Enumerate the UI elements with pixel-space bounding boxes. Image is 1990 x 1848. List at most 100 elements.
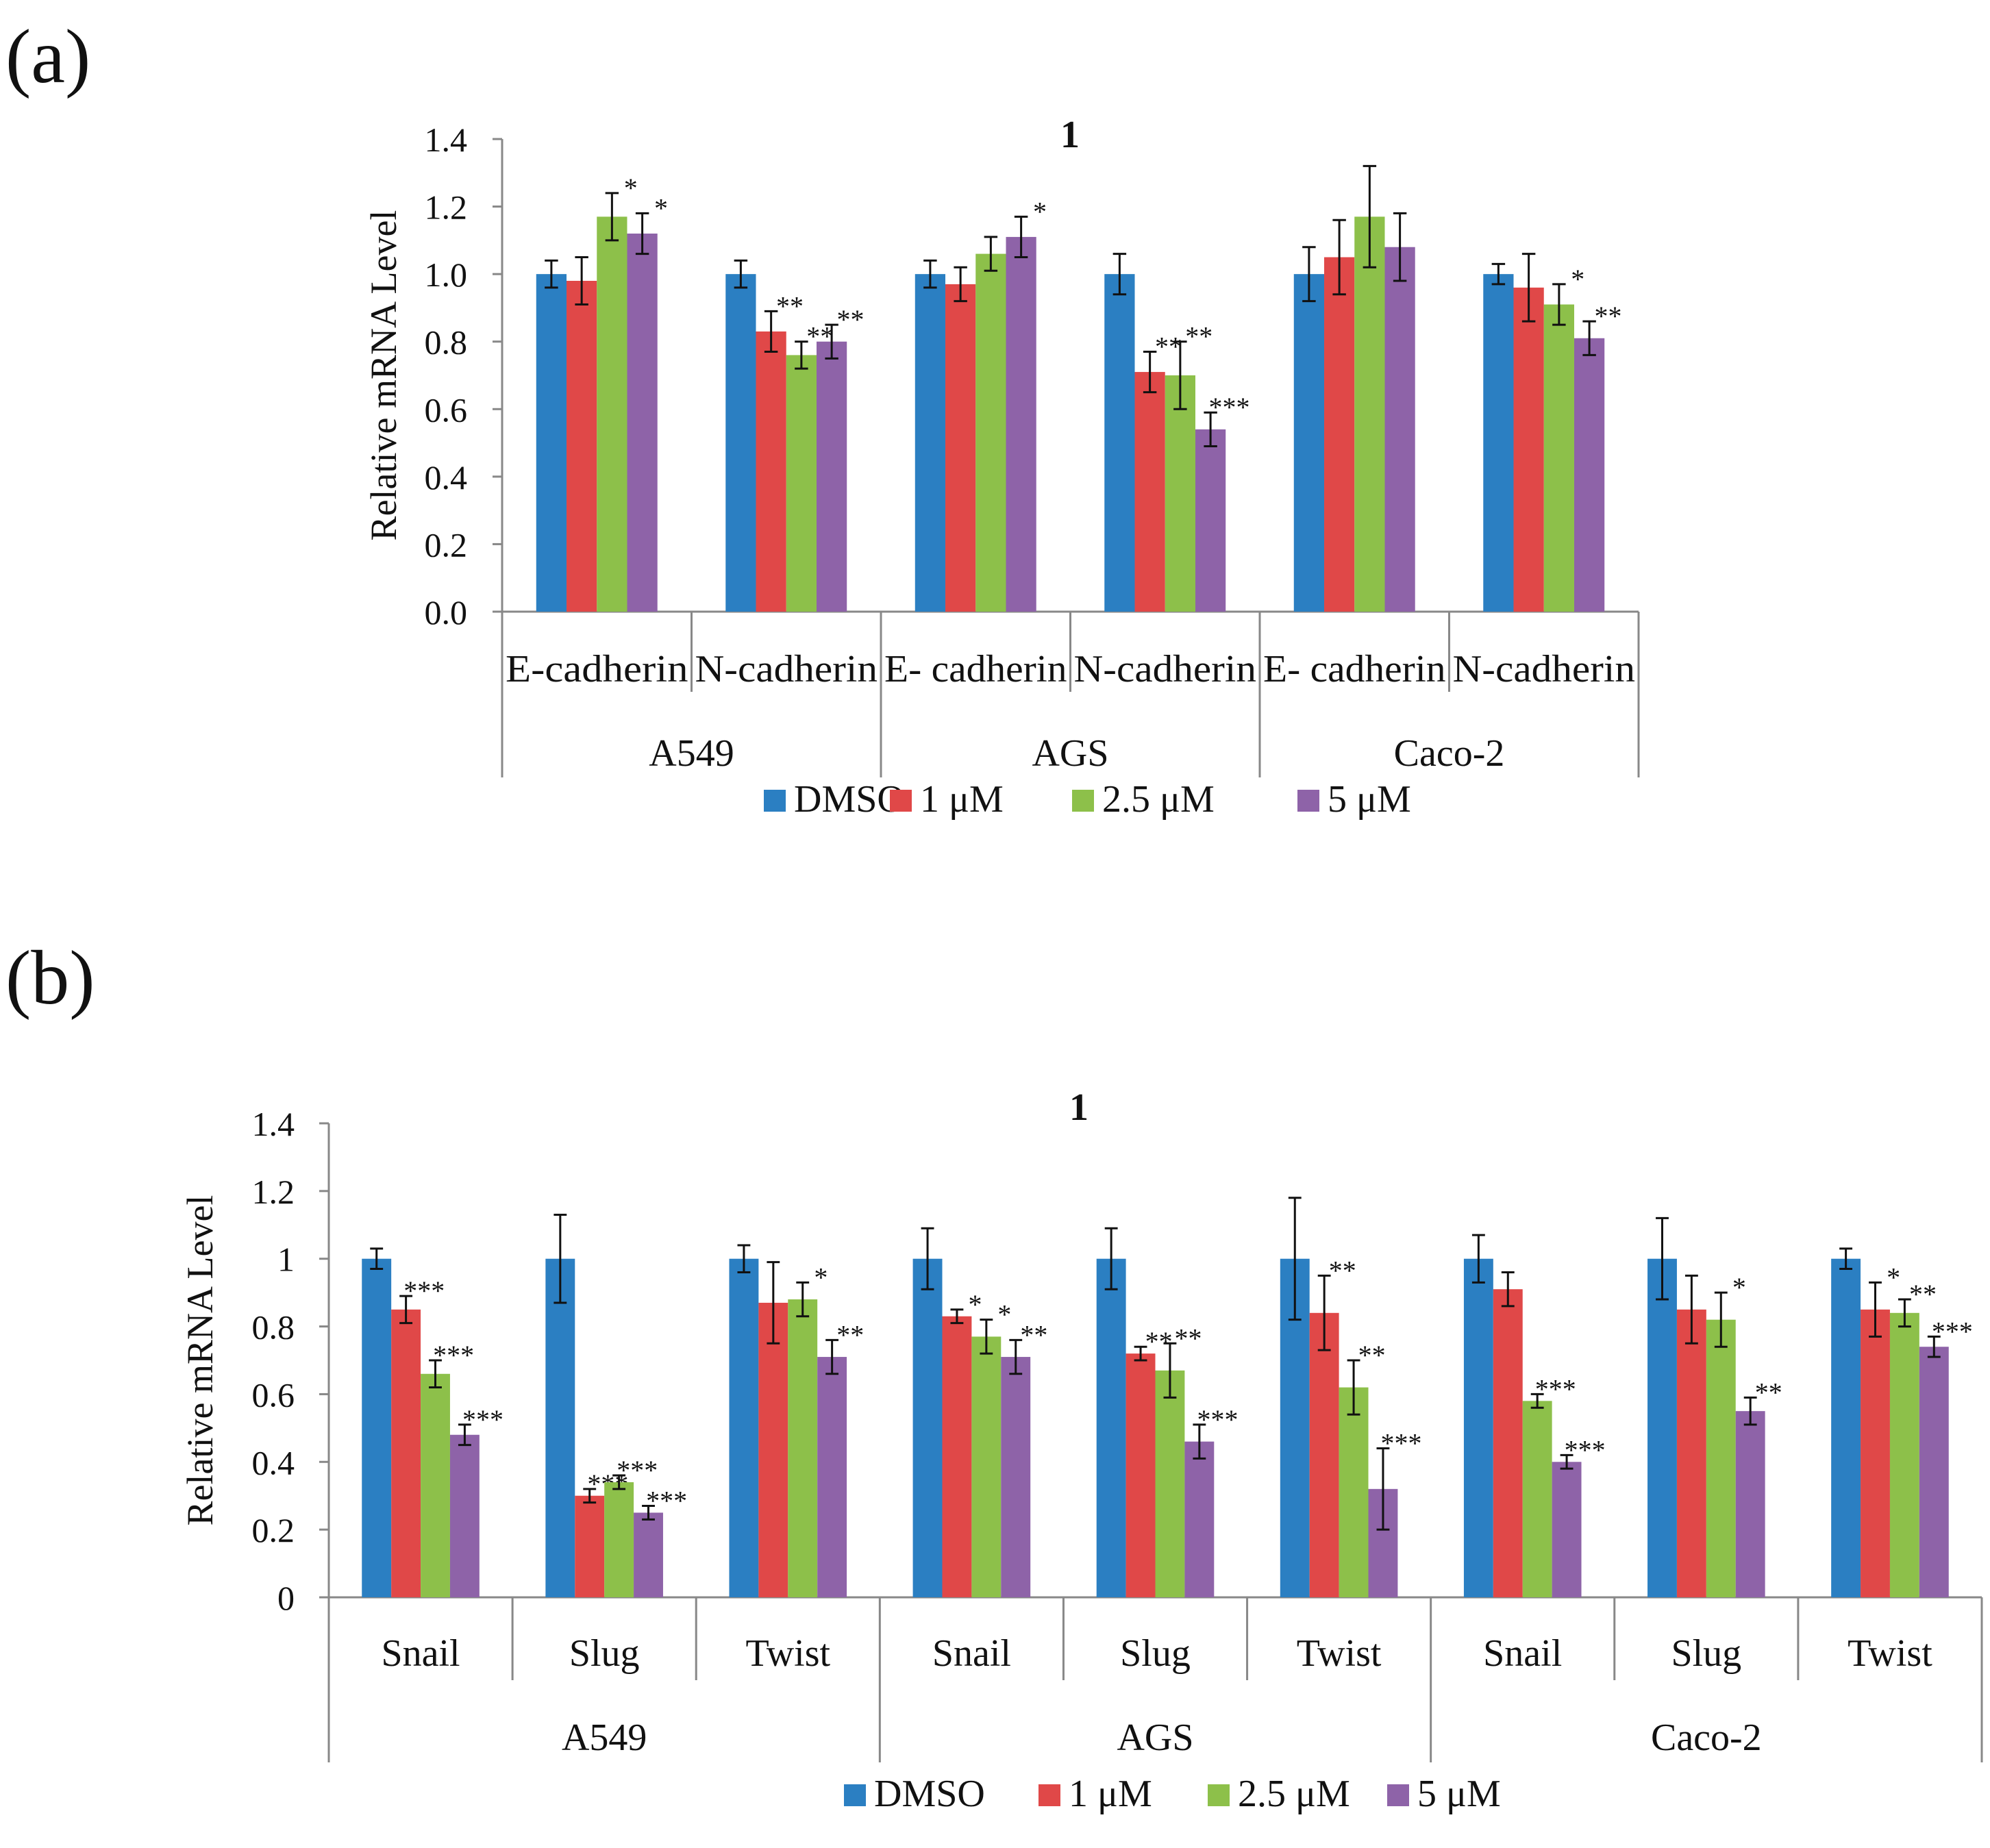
significance-label: ** — [1145, 1326, 1173, 1357]
y-tick-label: 0 — [277, 1579, 295, 1617]
x-tick-label: E- cadherin — [884, 648, 1067, 690]
y-tick-label: 1 — [277, 1240, 295, 1279]
bar — [1676, 1309, 1706, 1597]
x-tick-label: N-cadherin — [1074, 648, 1257, 690]
significance-label: ** — [1185, 321, 1212, 352]
bar — [1552, 1462, 1582, 1597]
y-tick-label: 0.2 — [425, 525, 468, 564]
bar — [1513, 287, 1544, 612]
x-tick-label: Slug — [1671, 1632, 1741, 1675]
legend-swatch — [1072, 790, 1094, 812]
bar — [817, 1357, 847, 1597]
y-tick-label: 1.0 — [425, 255, 468, 294]
bar — [758, 1302, 788, 1597]
y-tick-label: 0.0 — [425, 593, 468, 632]
bar — [1735, 1411, 1765, 1597]
significance-label: ** — [836, 1319, 864, 1350]
x-tick-label: Twist — [1297, 1632, 1382, 1675]
bar — [604, 1482, 634, 1597]
significance-label: *** — [617, 1455, 658, 1486]
bar — [915, 274, 946, 612]
legend-swatch — [844, 1784, 866, 1806]
bar — [575, 1495, 605, 1597]
significance-label: * — [1732, 1272, 1746, 1303]
bar — [1483, 274, 1514, 612]
x-tick-label: Snail — [381, 1632, 460, 1675]
bar — [1543, 304, 1574, 612]
bar — [634, 1512, 663, 1597]
significance-label: *** — [1209, 392, 1250, 423]
significance-label: ** — [1595, 301, 1622, 332]
significance-label: *** — [1565, 1434, 1606, 1465]
y-tick-label: 0.2 — [252, 1511, 295, 1549]
y-tick-label: 0.8 — [425, 323, 468, 362]
bar — [362, 1258, 392, 1597]
bar — [1647, 1258, 1677, 1597]
legend-label: DMSO — [794, 778, 905, 821]
bar — [971, 1336, 1002, 1597]
x-tick-label: Twist — [1848, 1632, 1932, 1675]
bar — [1574, 338, 1605, 612]
legend-swatch — [890, 790, 912, 812]
y-tick-label: 1.2 — [425, 188, 468, 227]
significance-label: ** — [1155, 332, 1182, 362]
group-label: AGS — [1117, 1716, 1193, 1759]
bar — [545, 1258, 575, 1597]
significance-label: * — [624, 173, 638, 203]
bar — [942, 1316, 972, 1597]
significance-label: * — [1887, 1262, 1900, 1293]
significance-label: *** — [1535, 1373, 1576, 1404]
bar — [391, 1309, 421, 1597]
x-tick-label: Twist — [745, 1632, 830, 1675]
y-tick-label: 1.4 — [252, 1105, 295, 1143]
x-tick-label: Snail — [932, 1632, 1011, 1675]
bar — [421, 1373, 450, 1597]
bar — [1354, 216, 1385, 612]
group-label: Caco-2 — [1394, 732, 1505, 775]
bar — [1522, 1401, 1552, 1597]
bar — [1001, 1357, 1031, 1597]
legend-label: 5 μM — [1417, 1773, 1501, 1815]
bar — [786, 355, 817, 612]
panel-label: (b) — [5, 936, 95, 1021]
bar — [912, 1258, 943, 1597]
y-tick-label: 1.4 — [425, 121, 468, 159]
significance-label: *** — [462, 1404, 503, 1435]
legend-swatch — [1297, 790, 1319, 812]
legend-swatch — [764, 790, 786, 812]
bar — [1104, 274, 1135, 612]
legend-swatch — [1387, 1784, 1409, 1806]
significance-label: ** — [1020, 1319, 1047, 1350]
legend-label: 2.5 μM — [1238, 1773, 1350, 1815]
group-label: AGS — [1032, 732, 1108, 775]
significance-label: ** — [1358, 1340, 1386, 1371]
significance-label: *** — [433, 1340, 474, 1371]
chart-title: 1 — [1060, 114, 1080, 156]
bar — [1384, 247, 1415, 612]
legend-label: 1 μM — [1069, 1773, 1152, 1815]
significance-label: * — [1033, 196, 1047, 227]
bar — [536, 274, 567, 612]
bar — [756, 331, 786, 612]
significance-label: * — [654, 192, 668, 223]
bar — [1006, 236, 1036, 612]
chart-title: 1 — [1069, 1086, 1089, 1129]
x-tick-label: E- cadherin — [1263, 648, 1446, 690]
legend-swatch — [1038, 1784, 1060, 1806]
significance-label: * — [1571, 264, 1584, 295]
y-tick-label: 0.4 — [252, 1443, 295, 1482]
y-tick-label: 0.6 — [252, 1375, 295, 1414]
bar — [597, 216, 627, 612]
bar — [567, 281, 597, 612]
bar — [1861, 1309, 1890, 1597]
panel-label: (a) — [5, 14, 90, 99]
bar — [1096, 1258, 1126, 1597]
significance-label: *** — [403, 1275, 445, 1306]
bar — [627, 234, 658, 612]
bar — [1463, 1258, 1493, 1597]
bar — [1919, 1347, 1949, 1597]
bar — [1889, 1312, 1919, 1597]
bar — [788, 1299, 818, 1597]
bar — [1165, 375, 1195, 612]
x-tick-label: E-cadherin — [506, 648, 688, 690]
